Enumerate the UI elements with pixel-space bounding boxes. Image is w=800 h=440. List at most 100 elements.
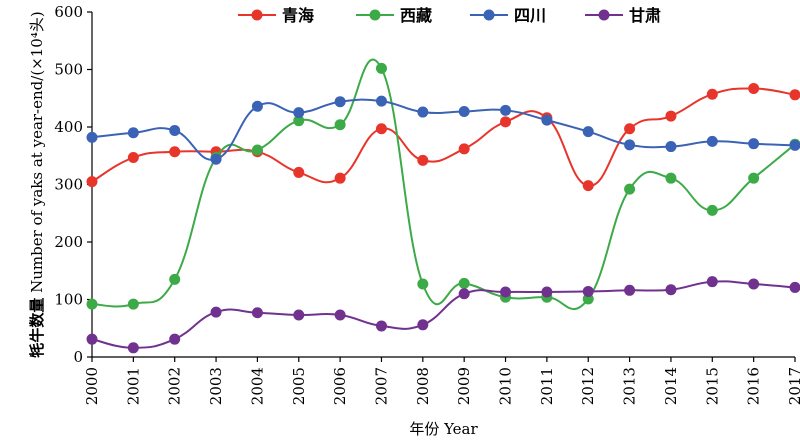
data-point xyxy=(500,286,512,298)
data-point xyxy=(624,284,636,296)
x-tick-label: 2006 xyxy=(331,367,349,405)
data-point xyxy=(334,172,346,184)
data-point xyxy=(541,114,553,126)
data-point xyxy=(748,138,760,150)
data-point xyxy=(375,320,387,332)
data-point xyxy=(210,306,222,318)
data-point xyxy=(334,309,346,321)
x-tick-label: 2017 xyxy=(786,367,800,405)
data-point xyxy=(582,285,594,297)
x-tick-label: 2011 xyxy=(538,367,556,405)
legend-item: 青海 xyxy=(238,6,314,25)
data-point xyxy=(458,143,470,155)
data-point xyxy=(251,144,263,156)
data-point xyxy=(665,110,677,122)
data-point xyxy=(293,107,305,119)
data-point xyxy=(665,172,677,184)
series-line xyxy=(91,58,796,311)
legend-swatch-marker xyxy=(369,9,381,21)
x-tick-label: 2008 xyxy=(414,367,432,405)
legend-label: 四川 xyxy=(514,6,546,25)
legend-label: 青海 xyxy=(282,6,314,25)
series-line xyxy=(91,280,796,349)
data-point xyxy=(417,106,429,118)
legend-swatch-marker xyxy=(598,9,610,21)
data-point xyxy=(748,82,760,94)
data-point xyxy=(624,123,636,135)
data-point xyxy=(500,104,512,116)
data-point xyxy=(86,333,98,345)
data-point xyxy=(748,278,760,290)
y-axis-title: 牦牛数量 Number of yaks at year-end/(×10⁴头) xyxy=(28,11,46,357)
data-point xyxy=(334,96,346,108)
data-point xyxy=(334,119,346,131)
y-tick-label: 500 xyxy=(54,61,83,79)
legend-label: 甘肃 xyxy=(629,6,661,25)
x-tick-label: 2016 xyxy=(745,367,763,405)
y-tick-label: 300 xyxy=(54,176,83,194)
x-tick-label: 2009 xyxy=(455,367,473,405)
x-tick-label: 2015 xyxy=(703,367,721,405)
series-2 xyxy=(86,58,800,311)
data-point xyxy=(500,116,512,128)
y-ticks: 0 100 200 300 400 500 600 xyxy=(54,3,92,366)
x-tick-label: 2005 xyxy=(290,367,308,405)
series-4 xyxy=(86,276,800,354)
data-point xyxy=(458,277,470,289)
x-tick-label: 2004 xyxy=(248,367,266,405)
data-point xyxy=(293,309,305,321)
data-point xyxy=(748,172,760,184)
data-point xyxy=(86,298,98,310)
axes xyxy=(91,12,795,358)
x-tick-label: 2003 xyxy=(207,367,225,405)
y-tick-label: 400 xyxy=(54,118,83,136)
data-point xyxy=(789,281,800,293)
data-point xyxy=(127,127,139,139)
x-tick-label: 2013 xyxy=(621,367,639,405)
data-point xyxy=(127,342,139,354)
data-point xyxy=(127,151,139,163)
x-tick-label: 2010 xyxy=(497,367,515,405)
y-tick-label: 100 xyxy=(54,291,83,309)
y-tick-label: 200 xyxy=(54,233,83,251)
legend-label: 西藏 xyxy=(400,6,432,25)
x-ticks: 2000 2001 2002 2003 2004 2005 2006 2007 2008 2009… xyxy=(83,357,800,405)
data-point xyxy=(375,95,387,107)
y-tick-label: 0 xyxy=(73,348,83,366)
data-point xyxy=(293,166,305,178)
data-point xyxy=(458,288,470,300)
legend-swatch-marker xyxy=(251,9,263,21)
data-point xyxy=(86,131,98,143)
data-point xyxy=(665,284,677,296)
data-point xyxy=(582,180,594,192)
data-point xyxy=(417,319,429,331)
legend-item: 西藏 xyxy=(356,6,432,25)
legend: 青海 西藏 四川 甘肃 xyxy=(238,6,661,25)
y-axis-title-line-1: 牦牛数量 xyxy=(28,298,46,358)
data-point xyxy=(169,333,181,345)
x-axis-title: 年份 Year xyxy=(409,420,478,438)
data-point xyxy=(706,88,718,100)
data-point xyxy=(706,204,718,216)
legend-swatch-marker xyxy=(483,9,495,21)
x-tick-label: 2001 xyxy=(124,367,142,405)
data-point xyxy=(127,298,139,310)
data-point xyxy=(624,139,636,151)
data-point xyxy=(665,141,677,153)
data-point xyxy=(293,115,305,127)
data-point xyxy=(789,139,800,151)
x-tick-label: 2014 xyxy=(662,367,680,405)
data-point xyxy=(375,123,387,135)
series-1 xyxy=(86,82,800,192)
legend-item: 四川 xyxy=(470,6,546,25)
data-point xyxy=(169,273,181,285)
data-point xyxy=(706,276,718,288)
x-tick-label: 2007 xyxy=(372,367,390,405)
data-point xyxy=(624,183,636,195)
data-point xyxy=(417,278,429,290)
x-tick-label: 2012 xyxy=(579,367,597,405)
data-point xyxy=(251,100,263,112)
data-point xyxy=(375,62,387,74)
